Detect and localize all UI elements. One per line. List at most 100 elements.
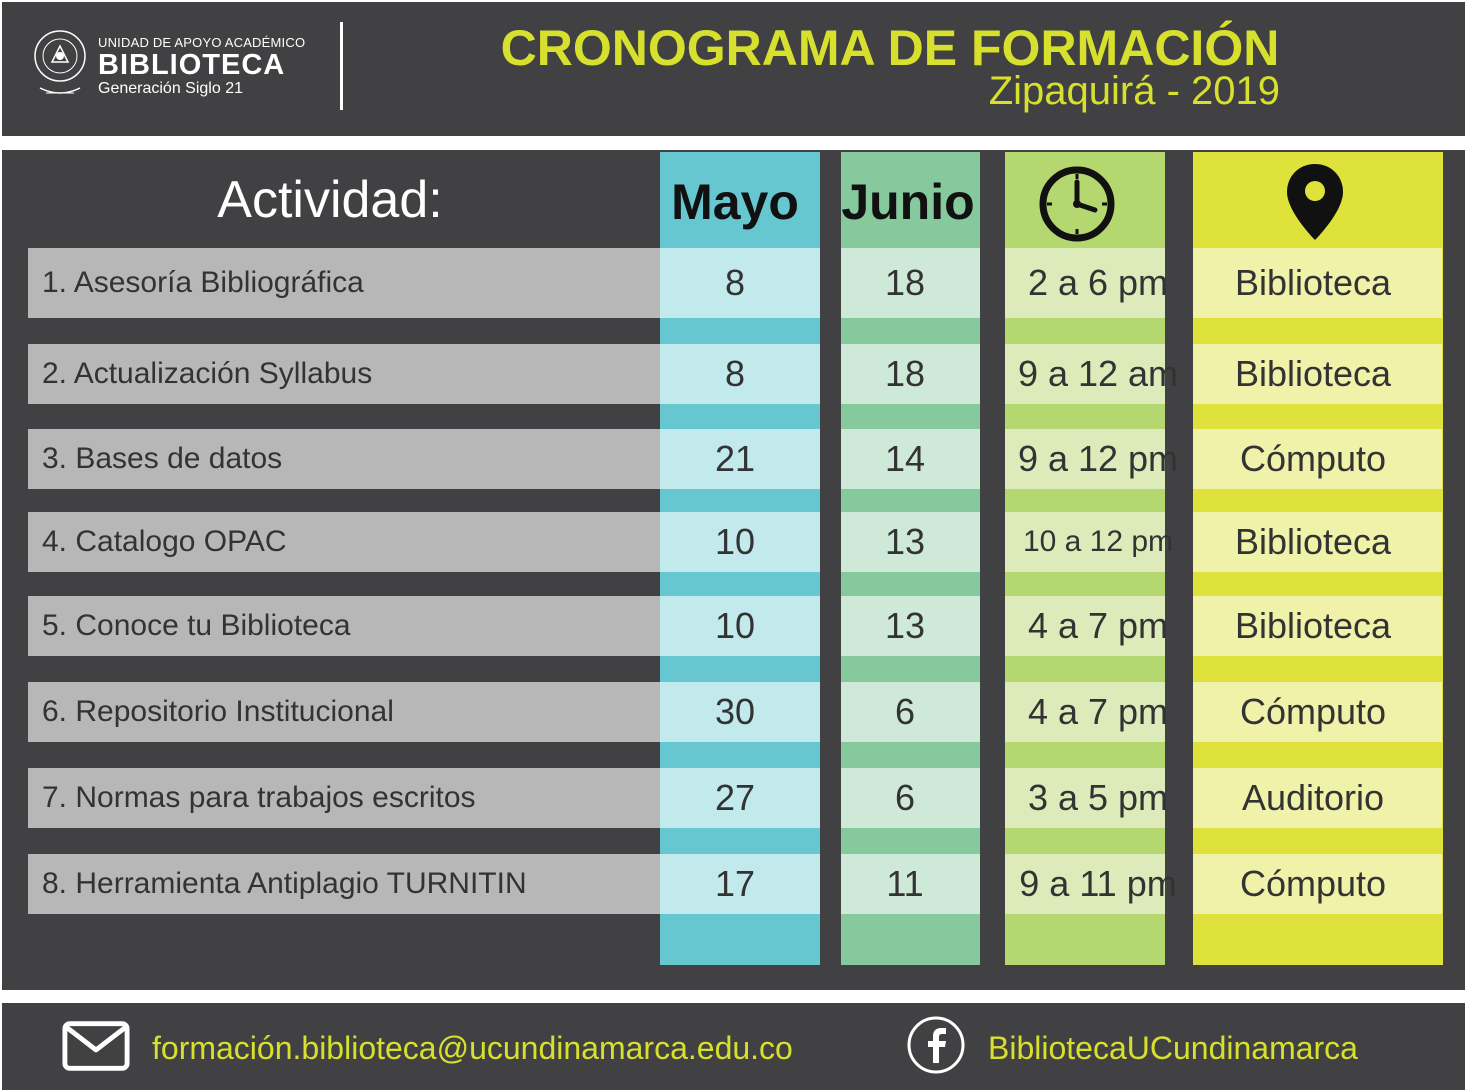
facebook-link[interactable]: BibliotecaUCundinamarca [988,1030,1358,1066]
clock-icon [1039,166,1115,242]
page-subtitle: Zipaquirá - 2019 [988,69,1280,113]
table-row: 3. Bases de datos 21 14 9 a 12 pm Cómputo [28,429,1442,489]
time-value: 9 a 12 pm [1017,438,1179,479]
time-cell-bg [1005,512,1165,572]
june-cell-bg [841,248,980,318]
june-cell-bg [841,854,980,914]
place-value: Biblioteca [1234,521,1392,562]
place-cell-bg [1193,248,1442,318]
place-cell-bg [1193,854,1442,914]
june-value: 18 [884,262,926,303]
june-value: 13 [884,521,926,562]
june-value: 6 [894,777,916,818]
activity-cell [28,512,660,572]
location-pin-icon [1287,164,1343,240]
logo-name-text: BIBLIOTECA [98,49,286,81]
activity-cell [28,596,660,656]
envelope-icon [62,1021,130,1071]
activity-header: Actividad: [217,171,443,229]
place-value: Biblioteca [1234,262,1392,303]
time-cell-bg [1005,344,1165,404]
may-value: 8 [724,262,746,303]
activity-label: 3. Bases de datos [42,442,283,475]
activity-cell [28,768,660,828]
may-value: 21 [714,438,756,479]
table-row: 1. Asesoría Bibliográfica 8 18 2 a 6 pm Bibl… [28,248,1442,318]
time-cell-bg [1005,248,1165,318]
may-value: 17 [714,863,756,904]
header-divider [340,22,343,110]
june-cell-bg [841,344,980,404]
may-cell-bg [660,768,820,828]
june-cell-bg [841,596,980,656]
may-value: 10 [714,521,756,562]
activity-cell [28,344,660,404]
place-cell-bg [1193,344,1442,404]
place-value: Cómputo [1239,863,1387,904]
may-value: 8 [724,353,746,394]
table-row: 7. Normas para trabajos escritos 27 6 3 a 5… [28,768,1442,828]
place-value: Cómputo [1239,438,1387,479]
place-value: Biblioteca [1234,353,1392,394]
time-value: 4 a 7 pm [1027,605,1169,646]
time-cell-bg [1005,854,1165,914]
time-value: 9 a 11 pm [1019,863,1177,904]
activity-label: 4. Catalogo OPAC [42,525,287,558]
time-value: 3 a 5 pm [1027,777,1169,818]
may-header: Mayo [671,174,799,230]
activity-cell [28,682,660,742]
page-title: CRONOGRAMA DE FORMACIÓN [500,20,1280,76]
time-value: 10 a 12 pm [1022,525,1174,558]
may-value: 10 [714,605,756,646]
place-cell-bg [1193,596,1442,656]
activity-label: 7. Normas para trabajos escritos [42,781,476,814]
time-cell-bg [1005,682,1165,742]
place-cell-bg [1193,429,1442,489]
header-bar [2,2,1465,136]
place-value: Cómputo [1239,691,1387,732]
table-row: 6. Repositorio Institucional 30 6 4 a 7 pm C… [28,682,1442,742]
may-cell-bg [660,248,820,318]
may-cell-bg [660,854,820,914]
logo-tagline-text: Generación Siglo 21 [98,80,243,97]
activity-cell [28,854,660,914]
table-row: 5. Conoce tu Biblioteca 10 13 4 a 7 pm Bibli… [28,596,1442,656]
activity-label: 5. Conoce tu Biblioteca [42,609,351,642]
time-value: 9 a 12 am [1017,353,1179,394]
may-cell-bg [660,682,820,742]
time-cell-bg [1005,596,1165,656]
place-cell-bg [1193,682,1442,742]
activity-cell [28,248,660,318]
june-value: 6 [894,691,916,732]
activity-label: 8. Herramienta Antiplagio TURNITIN [42,867,527,900]
table-row: 4. Catalogo OPAC 10 13 10 a 12 pm Biblioteca [28,512,1442,572]
time-cell-bg [1005,768,1165,828]
contact-email[interactable]: formación.biblioteca@ucundinamarca.edu.c… [152,1030,793,1066]
june-cell-bg [841,429,980,489]
time-value: 4 a 7 pm [1027,691,1169,732]
place-value: Biblioteca [1234,605,1392,646]
june-value: 11 [886,863,924,904]
footer-bar [2,1003,1465,1090]
table-row: 2. Actualización Syllabus 8 18 9 a 12 am Bib… [28,344,1442,404]
facebook-icon [907,1016,965,1074]
june-value: 13 [884,605,926,646]
june-value: 14 [884,438,926,479]
june-header: Junio [841,174,975,230]
may-value: 30 [714,691,756,732]
may-cell-bg [660,512,820,572]
may-value: 27 [714,777,756,818]
may-cell-bg [660,429,820,489]
june-cell-bg [841,768,980,828]
may-cell-bg [660,596,820,656]
may-cell-bg [660,344,820,404]
june-value: 18 [884,353,926,394]
time-cell-bg [1005,429,1165,489]
activity-label: 6. Repositorio Institucional [42,695,394,728]
activity-cell [28,429,660,489]
library-logo: UNIDAD DE APOYO ACADÉMICO BIBLIOTECA Gen… [98,36,305,98]
june-cell-bg [841,682,980,742]
logo-unit-text: UNIDAD DE APOYO ACADÉMICO [98,35,306,50]
june-cell-bg [841,512,980,572]
place-cell-bg [1193,512,1442,572]
